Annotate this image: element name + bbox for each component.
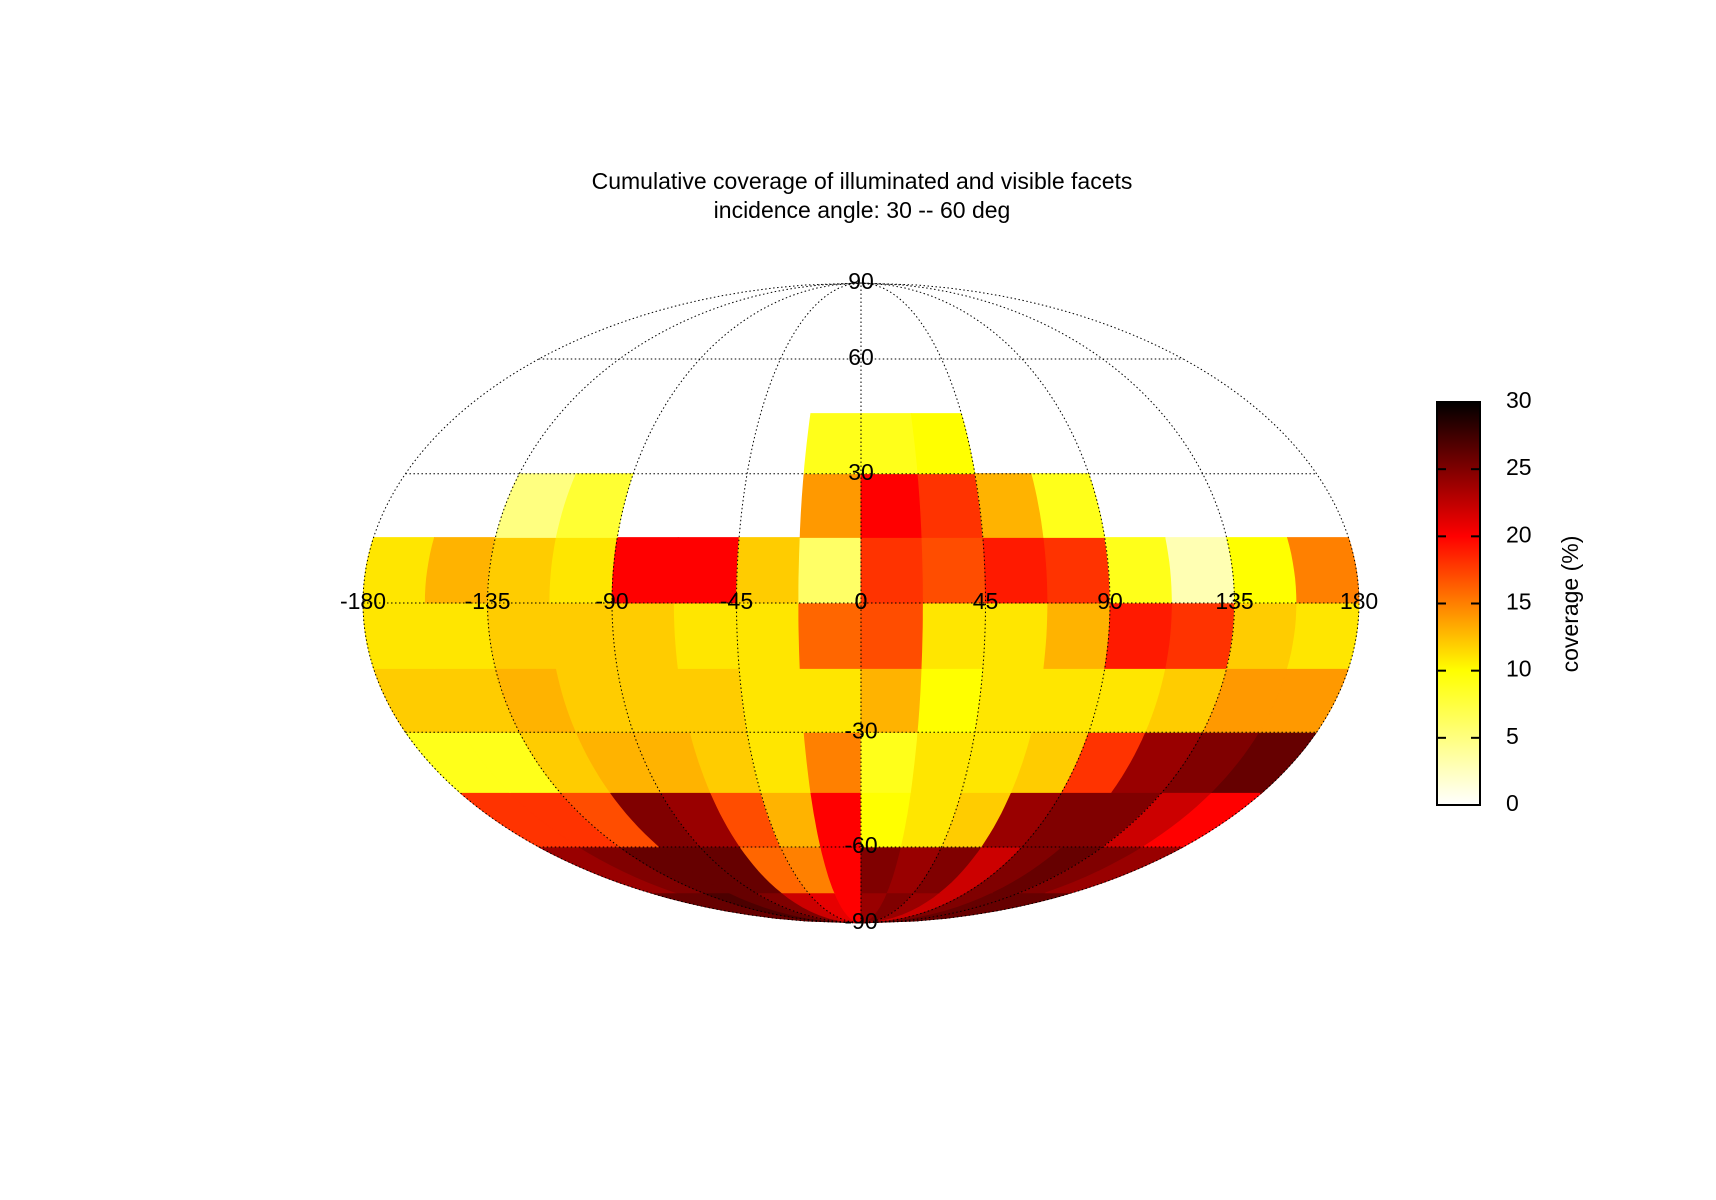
meridian-grid-line: [860, 282, 1111, 924]
y-tick-label: 90: [848, 268, 874, 294]
colorbar-tick-label: 10: [1506, 656, 1532, 682]
colorbar-tick-label: 30: [1506, 387, 1532, 413]
coverage-cell: [798, 602, 862, 669]
coverage-cell: [917, 668, 984, 733]
coverage-cell: [860, 537, 924, 604]
meridian-grid-line: [860, 282, 1236, 924]
x-tick-label: -180: [340, 588, 386, 614]
x-tick-label: 135: [1215, 588, 1253, 614]
chart-title: Cumulative coverage of illuminated and v…: [592, 168, 1133, 194]
x-tick-label: 180: [1340, 588, 1378, 614]
colorbar-label: coverage (%): [1557, 536, 1583, 673]
colorbar-tick-label: 15: [1506, 589, 1532, 615]
x-tick-label: 0: [855, 588, 868, 614]
y-tick-label: -60: [844, 832, 877, 858]
meridian-grid-line: [735, 282, 862, 924]
colorbar-tick-label: 25: [1506, 454, 1532, 480]
coverage-cell: [677, 668, 748, 733]
meridian-grid-line: [860, 282, 987, 924]
coverage-cell: [738, 668, 805, 733]
tick-labels: -180 -135 -90 -45 0 45 90 135 180-90-60-30030609…: [340, 268, 1378, 934]
x-tick-label: -45: [720, 588, 753, 614]
coverage-cell: [917, 473, 984, 538]
colorbar: 0 5 10 15 20 25 30: [1436, 387, 1532, 816]
y-tick-label: -30: [844, 717, 877, 743]
coverage-cell: [860, 602, 924, 669]
y-tick-label: -90: [844, 908, 877, 934]
colorbar-tick-label: 0: [1506, 790, 1519, 816]
y-tick-label: 30: [848, 459, 874, 485]
coverage-cell: [974, 668, 1045, 733]
x-tick-label: -90: [595, 588, 628, 614]
coverage-cell: [910, 413, 976, 475]
coverage-cell: [1031, 473, 1106, 538]
y-tick-label: 0: [855, 588, 868, 614]
x-tick-label: 90: [1097, 588, 1123, 614]
y-tick-label: 60: [848, 344, 874, 370]
colorbar-tick-label: 20: [1506, 521, 1532, 547]
map-grid: [362, 282, 1360, 924]
coverage-cell: [798, 537, 862, 604]
coverage-cell: [974, 473, 1045, 538]
x-tick-label: -135: [464, 588, 510, 614]
map-cells: [362, 413, 1360, 924]
chart-subtitle: incidence angle: 30 -- 60 deg: [714, 197, 1011, 223]
x-tick-label: 45: [973, 588, 999, 614]
colorbar-tick-label: 5: [1506, 723, 1519, 749]
